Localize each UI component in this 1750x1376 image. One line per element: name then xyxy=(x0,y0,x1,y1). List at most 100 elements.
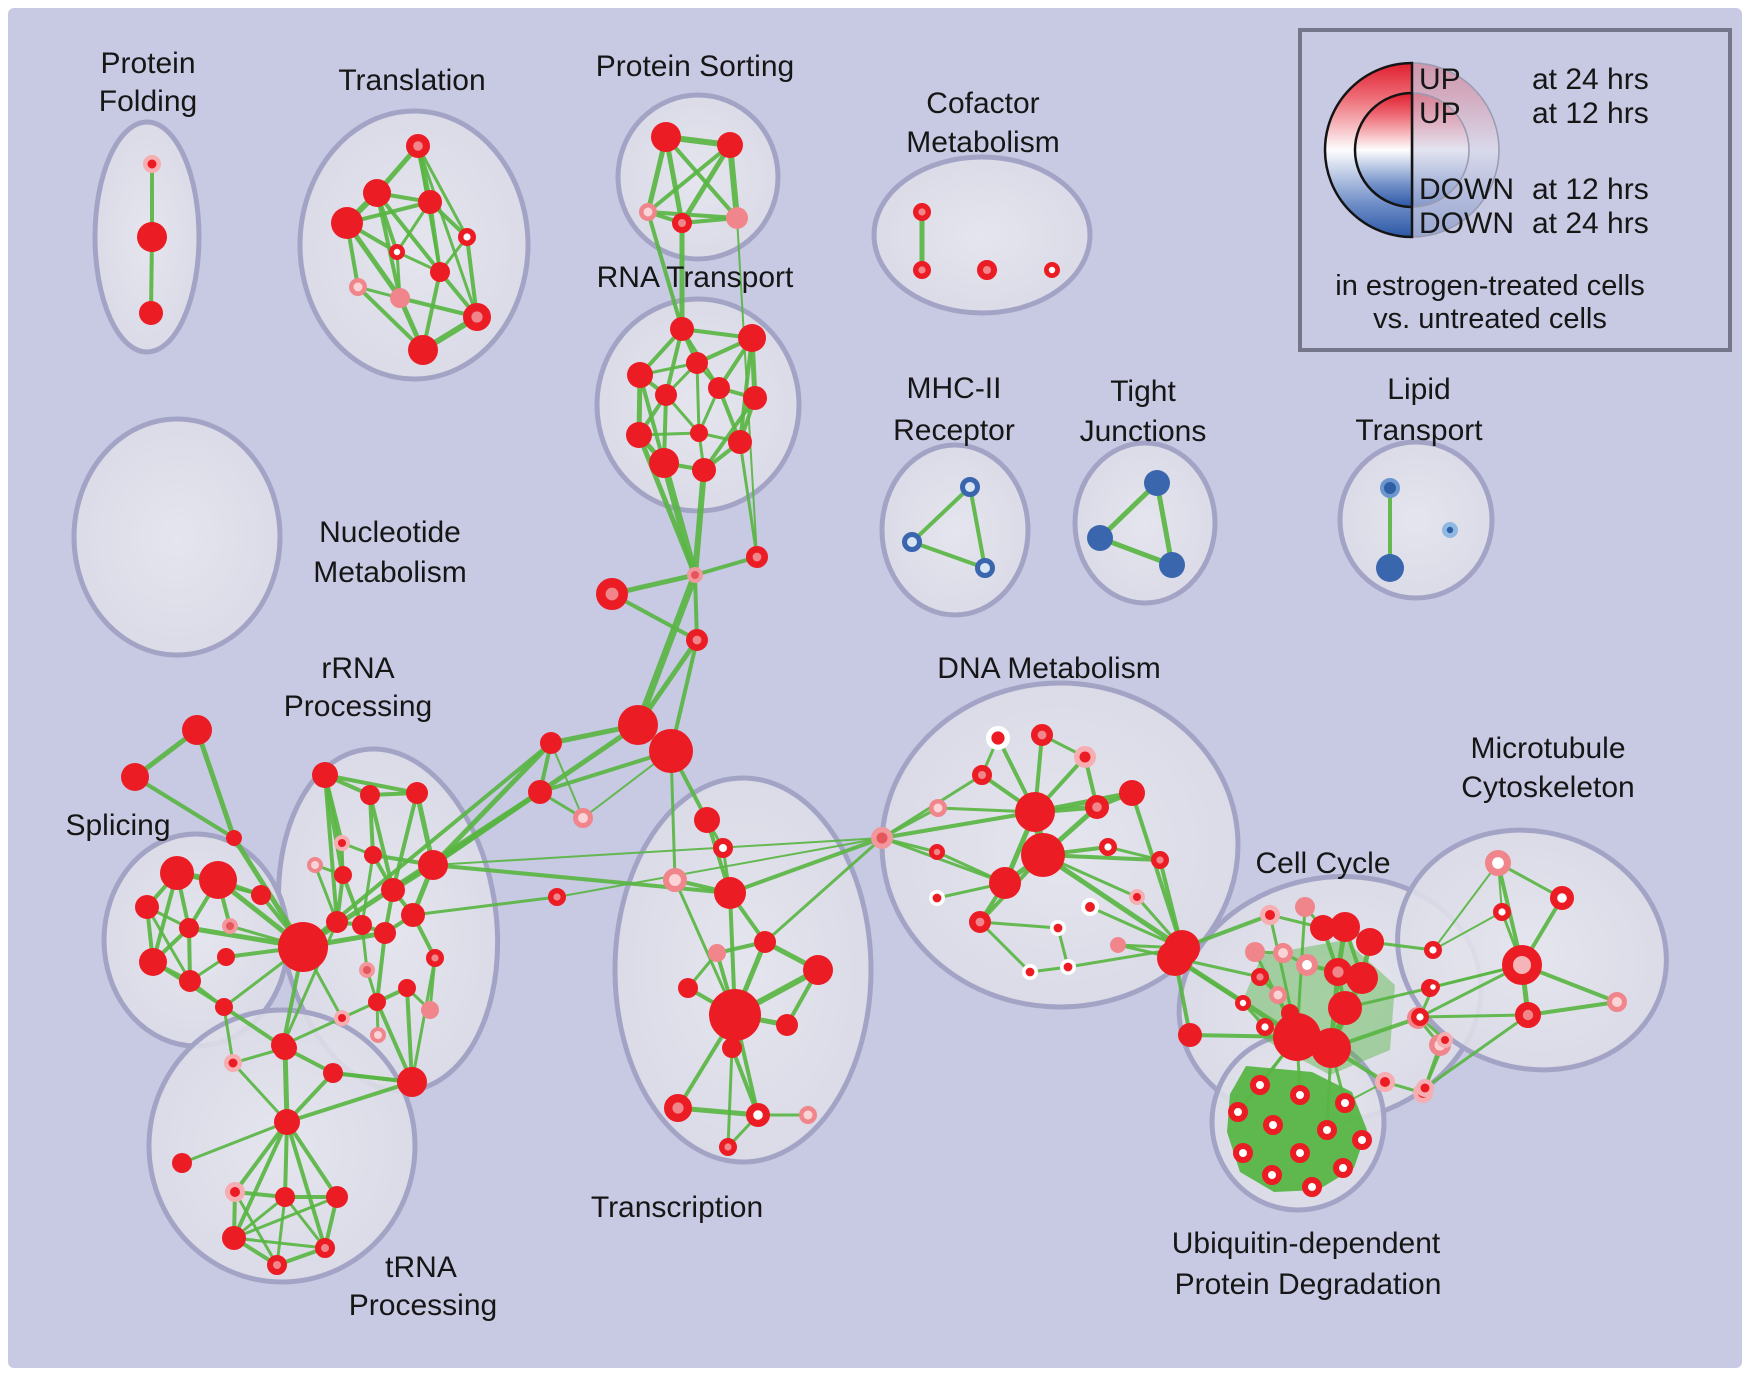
node-rr2 xyxy=(360,785,380,805)
legend-box xyxy=(1298,28,1732,352)
node-nc4 xyxy=(685,628,708,651)
node-tr10 xyxy=(463,303,492,332)
node-dm14 xyxy=(1129,889,1145,905)
node-dm20 xyxy=(1021,963,1038,980)
node-cf3 xyxy=(977,260,997,280)
node-cn1 xyxy=(540,732,562,754)
node-tr7 xyxy=(430,262,450,282)
node-ub1 xyxy=(1250,1075,1270,1095)
node-cc1 xyxy=(1260,905,1280,925)
edge-ps2-ps4 xyxy=(679,142,733,226)
edge-tn1-tn6 xyxy=(233,1190,279,1267)
node-sp8 xyxy=(217,948,235,966)
edge-rr15-rr21 xyxy=(405,986,414,1084)
node-rr11 xyxy=(374,922,396,944)
node-tn2 xyxy=(275,1187,295,1207)
node-sp9 xyxy=(179,970,201,992)
edge-nc3-nc4 xyxy=(610,592,699,642)
cluster-label-microtubule-cytoskeleton-line2: Cytoskeleton xyxy=(1461,771,1634,804)
node-dm2 xyxy=(1031,723,1054,746)
edge-tn_c-rr21 xyxy=(285,1080,414,1124)
legend-down-12-label: DOWN xyxy=(1419,173,1514,206)
node-cc11 xyxy=(1250,968,1269,987)
node-dm13 xyxy=(1150,851,1169,870)
node-dm17 xyxy=(1081,898,1100,917)
node-mt7 xyxy=(1410,1008,1429,1027)
node-ta3 xyxy=(273,1036,297,1060)
node-ps5 xyxy=(726,207,748,229)
cluster-label-microtubule-cytoskeleton-line1: Microtubule xyxy=(1470,732,1625,765)
node-ih2 xyxy=(1178,1023,1202,1047)
node-rr6 xyxy=(334,866,352,884)
node-mt2 xyxy=(1549,885,1574,910)
node-sp4 xyxy=(179,918,199,938)
edge-hub2-cn2 xyxy=(538,749,673,794)
node-s_hub xyxy=(278,922,328,972)
node-ub8 xyxy=(1233,1143,1253,1163)
node-dm10 xyxy=(1021,833,1065,877)
edge-rt7-rt12 xyxy=(702,396,757,472)
node-ub11 xyxy=(1262,1165,1282,1185)
node-tn_c xyxy=(274,1109,300,1135)
node-hub1 xyxy=(618,705,658,745)
node-mt5 xyxy=(1502,945,1542,985)
node-tx6 xyxy=(708,944,726,962)
edge-tn_c-tn_l xyxy=(180,1120,289,1165)
cluster-label-cofactor-metabolism-line1: Cofactor xyxy=(926,87,1039,120)
node-rhub xyxy=(418,850,448,880)
edge-mt1-cc17 xyxy=(1432,862,1499,951)
edge-tx5-pc1 xyxy=(763,836,884,944)
node-ih1 xyxy=(1157,940,1193,976)
edge-rhub-pc1 xyxy=(432,837,883,866)
edge-cn1-cn3 xyxy=(550,742,584,819)
node-rr9 xyxy=(326,911,348,933)
node-dm9 xyxy=(1015,792,1055,832)
node-rt5 xyxy=(708,377,730,399)
cluster-label-lipid-transport-line2: Transport xyxy=(1355,414,1483,447)
cluster-ellipse-protein-sorting xyxy=(615,92,781,262)
node-tg1 xyxy=(182,715,212,745)
cluster-label-protein-sorting: Protein Sorting xyxy=(596,50,794,83)
cluster-ellipse-tight-junctions xyxy=(1072,440,1218,606)
node-rt8 xyxy=(626,422,652,448)
node-rr1 xyxy=(312,762,338,788)
cluster-label-mhc-ii-receptor-line2: Receptor xyxy=(893,414,1015,447)
node-sp5 xyxy=(222,918,238,934)
node-dm1 xyxy=(986,726,1011,751)
node-rt11 xyxy=(649,448,679,478)
node-tr11 xyxy=(408,335,438,365)
node-cc12 xyxy=(1269,986,1287,1004)
cluster-label-transcription: Transcription xyxy=(591,1191,763,1224)
edge-rr7-rr10 xyxy=(360,853,375,927)
cluster-label-lipid-transport-line1: Lipid xyxy=(1387,373,1450,406)
node-mt8 xyxy=(1515,1002,1542,1029)
node-rr3 xyxy=(406,782,428,804)
node-hub2 xyxy=(649,729,693,773)
node-cchB xyxy=(1311,1028,1351,1068)
node-cn3 xyxy=(573,808,593,828)
node-tx4 xyxy=(714,877,746,909)
node-tr3 xyxy=(331,207,363,239)
node-rr16 xyxy=(368,993,386,1011)
edge-tr1-tr5 xyxy=(416,144,469,239)
node-ub6 xyxy=(1317,1120,1337,1140)
node-dm11 xyxy=(989,867,1021,899)
node-dm16 xyxy=(968,910,991,933)
cluster-label-ubiquitin-degradation-line1: Ubiquitin-dependent xyxy=(1172,1227,1441,1260)
edge-rr11-rr16 xyxy=(375,931,387,1004)
node-cc2 xyxy=(1295,897,1315,917)
ubiquitin-green-mesh xyxy=(1227,1066,1367,1192)
node-cn4 xyxy=(548,888,567,907)
node-dm19 xyxy=(1110,937,1126,953)
cluster-ellipse-cofactor-metabolism xyxy=(871,154,1093,316)
node-ub2 xyxy=(1290,1085,1310,1105)
cluster-ellipse-nucleotide-metabolism xyxy=(71,416,283,658)
edge-tn_c-tn3 xyxy=(285,1120,339,1199)
node-rt10 xyxy=(728,430,752,454)
node-tr2 xyxy=(363,179,391,207)
node-ub3 xyxy=(1335,1093,1355,1113)
cluster-label-tight-junctions-line2: Junctions xyxy=(1080,415,1207,448)
node-tg3 xyxy=(226,830,242,846)
legend-caption-line1: in estrogen-treated cells xyxy=(1335,270,1645,302)
